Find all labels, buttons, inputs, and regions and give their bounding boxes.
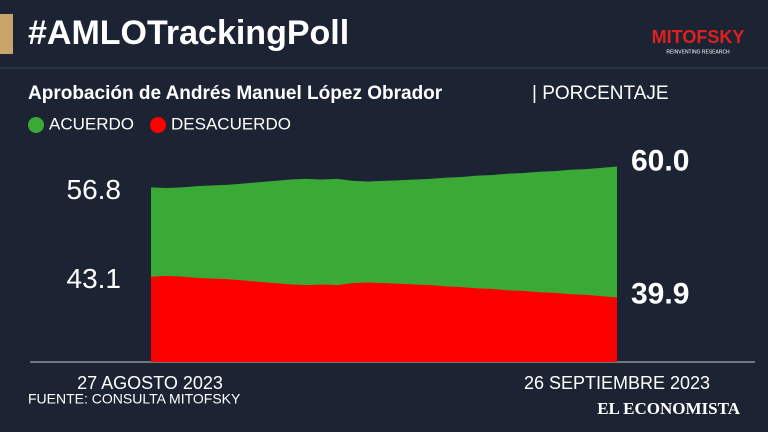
accent-bar (0, 14, 13, 54)
source: FUENTE: CONSULTA MITOFSKY (28, 391, 241, 407)
area (151, 275, 617, 362)
logo-tagline: REINVENTING RESEARCH (666, 49, 730, 55)
x-tick-label: 27 AGOSTO 2023 (77, 373, 223, 393)
unit: | PORCENTAJE (532, 83, 669, 104)
legend-label: ACUERDO (49, 114, 134, 133)
subtitle: Aprobación de Andrés Manuel López Obrado… (28, 83, 443, 104)
logo: MITOFSKY (652, 27, 745, 47)
chart-title: #AMLOTrackingPoll (28, 14, 349, 52)
x-tick-label: 26 SEPTIEMBRE 2023 (524, 373, 710, 393)
value-label: 56.8 (67, 174, 122, 205)
value-label: 60.0 (631, 144, 689, 177)
legend-label: DESACUERDO (171, 114, 291, 133)
legend-swatch (150, 117, 166, 133)
value-label: 43.1 (67, 263, 122, 294)
value-label: 39.9 (631, 277, 689, 310)
legend-swatch (28, 117, 44, 133)
publisher: EL ECONOMISTA (597, 399, 741, 418)
